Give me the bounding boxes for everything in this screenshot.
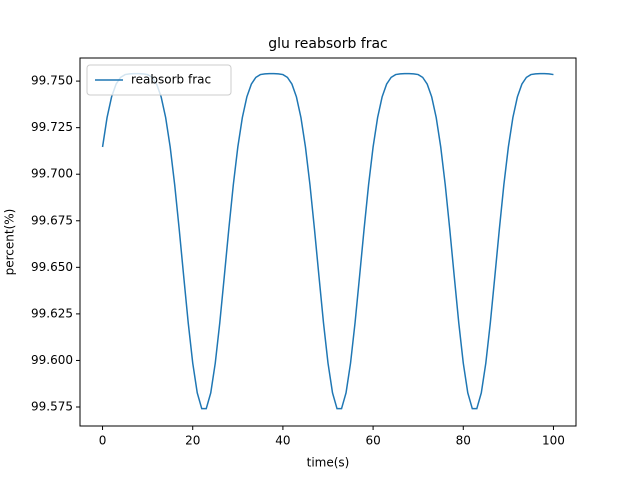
x-tick-label: 60: [365, 434, 380, 448]
x-axis-label: time(s): [307, 456, 350, 470]
x-tick-label: 0: [99, 434, 107, 448]
data-line: [101, 72, 554, 410]
x-tick-label: 40: [275, 434, 290, 448]
y-tick-label: 99.575: [31, 400, 73, 414]
chart-title: glu reabsorb frac: [268, 36, 388, 52]
y-tick-label: 99.625: [31, 306, 73, 320]
y-tick-label: 99.725: [31, 120, 73, 134]
legend-label: reabsorb frac: [131, 73, 211, 87]
y-tick-label: 99.750: [31, 74, 73, 88]
y-tick-label: 99.675: [31, 213, 73, 227]
y-axis-label: percent(%): [3, 209, 17, 276]
y-tick-label: 99.650: [31, 260, 73, 274]
x-tick-label: 20: [185, 434, 200, 448]
x-tick-label: 80: [456, 434, 471, 448]
x-tick-label: 100: [542, 434, 565, 448]
y-tick-label: 99.700: [31, 167, 73, 181]
legend-box: [86, 64, 232, 96]
plot-frame: [79, 57, 577, 427]
y-tick-label: 99.600: [31, 353, 73, 367]
